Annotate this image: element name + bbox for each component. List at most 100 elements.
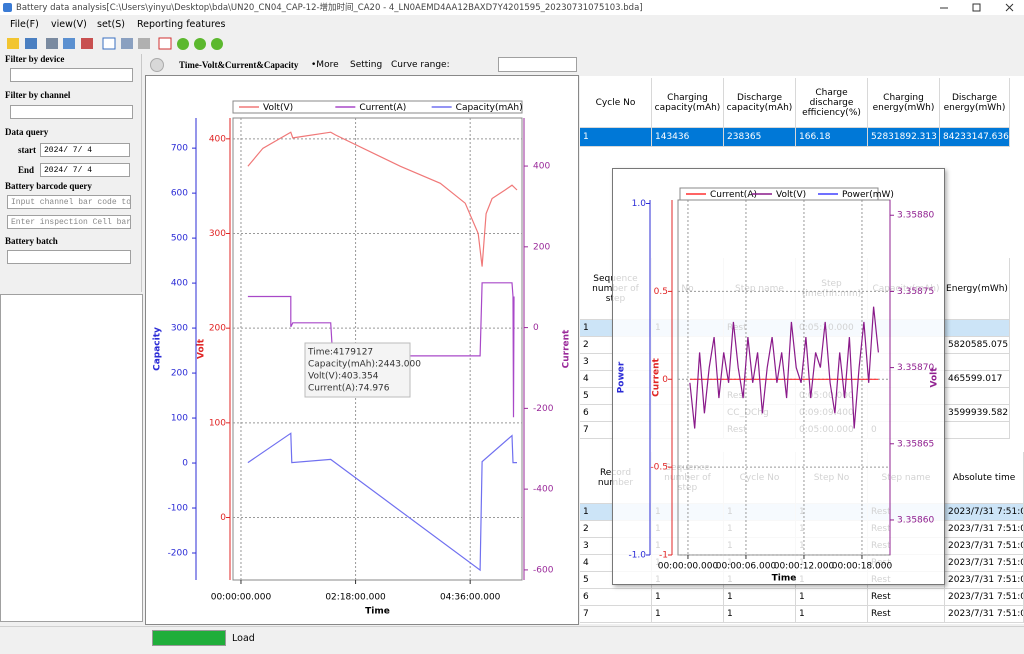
channel-barcode-input[interactable]: Input channel bar code to qu — [7, 195, 131, 209]
y-tick-label: 400 — [533, 162, 550, 172]
batch-input[interactable] — [7, 250, 131, 264]
table-cell[interactable] — [945, 422, 1010, 439]
table-cell[interactable] — [945, 388, 1010, 405]
y-tick-label: 300 — [171, 324, 188, 334]
tool-open[interactable] — [7, 38, 19, 49]
x-tick-label: 00:00:00.000 — [658, 562, 719, 572]
start-date[interactable]: 2024/ 7/ 4 — [40, 143, 130, 157]
axis-title: Current — [562, 329, 572, 368]
y-tick-label: 100 — [209, 418, 226, 428]
tool-chart[interactable] — [102, 37, 116, 50]
window-title: Battery data analysis[C:\Users\yinyu\Des… — [16, 3, 643, 13]
tool-edit[interactable] — [25, 38, 37, 49]
tool-device[interactable] — [46, 38, 58, 49]
table-cell[interactable]: 1 — [580, 128, 652, 147]
y-tick-label: -400 — [533, 485, 554, 495]
back-button[interactable] — [150, 58, 164, 72]
maximize[interactable] — [972, 3, 981, 12]
series-line — [247, 432, 517, 572]
table-cell[interactable]: 52831892.313 — [868, 128, 940, 147]
legend-label: Current(A) — [710, 190, 757, 200]
tool-go1[interactable] — [177, 38, 189, 50]
x-tick-label: 00:00:06.000 — [716, 562, 777, 572]
table-cell[interactable] — [945, 354, 1010, 371]
curve-range-combo[interactable] — [498, 57, 577, 72]
tooltip-line: Volt(V):403.354 — [308, 372, 379, 382]
y-tick-label: -1.0 — [628, 551, 646, 561]
device-combo[interactable] — [10, 68, 133, 82]
x-tick-label: 02:18:00.000 — [325, 593, 386, 603]
legend-label: Capacity(mAh) — [456, 103, 523, 113]
label: Data query — [5, 127, 49, 137]
table-cell[interactable]: 166.18 — [796, 128, 868, 147]
tool-go3[interactable] — [211, 38, 223, 50]
legend-label: Power(mW) — [842, 190, 894, 200]
axis-title: Volt — [930, 367, 940, 388]
table-cell[interactable] — [945, 320, 1010, 337]
menu-bar: File(F) view(V) set(S) Reporting features — [0, 15, 1024, 33]
table-cell[interactable]: 3599939.582 — [945, 405, 1010, 422]
menu-item[interactable]: Reporting features — [137, 19, 226, 30]
y-tick-label: 3.35875 — [897, 287, 934, 297]
axis-title: Capacity — [153, 327, 163, 371]
menu-item[interactable]: File(F) — [10, 19, 39, 30]
tool-go2[interactable] — [194, 38, 206, 50]
table-cell[interactable]: 1 — [724, 606, 796, 623]
menu-item[interactable]: view(V) — [51, 19, 87, 30]
y-tick-label: 400 — [171, 279, 188, 289]
close[interactable] — [1005, 3, 1014, 12]
y-tick-label: -200 — [168, 549, 189, 559]
y-tick-label: 3.35880 — [897, 211, 934, 221]
table-cell[interactable]: 143436 — [652, 128, 724, 147]
label: Battery batch — [5, 236, 58, 246]
menu-item[interactable]: set(S) — [97, 19, 125, 30]
table-cell[interactable]: 1 — [724, 589, 796, 606]
table-cell[interactable]: 1 — [796, 589, 868, 606]
tool-table[interactable] — [121, 38, 133, 49]
table-cell[interactable]: 84233147.636 — [940, 128, 1010, 147]
y-tick-label: 500 — [171, 234, 188, 244]
table-cell[interactable]: Rest — [868, 589, 945, 606]
x-tick-label: 04:36:00.000 — [440, 593, 501, 603]
legend-label: Volt(V) — [263, 103, 293, 113]
y-tick-label: 0 — [533, 323, 539, 333]
tool-print[interactable] — [138, 38, 150, 49]
series-line — [247, 131, 518, 267]
progress-bar — [152, 630, 226, 646]
table-cell[interactable]: 1 — [652, 606, 724, 623]
table-cell[interactable]: 465599.017 — [945, 371, 1010, 388]
table-cell[interactable]: 238365 — [724, 128, 796, 147]
table-header: Charge discharge efficiency(%) — [796, 78, 868, 128]
y-tick-label: 200 — [171, 369, 188, 379]
table-header: Charging energy(mWh) — [868, 78, 940, 128]
table-cell[interactable]: 6 — [580, 589, 652, 606]
y-tick-label: 700 — [171, 144, 188, 154]
table-cell[interactable]: 1 — [796, 606, 868, 623]
table-cell[interactable]: 5820585.075 — [945, 337, 1010, 354]
axis-title: Current — [652, 357, 662, 396]
x-tick-label: 00:00:12.000 — [774, 562, 835, 572]
title-bar: Battery data analysis[C:\Users\yinyu\Des… — [0, 0, 1024, 15]
tool-stop[interactable] — [158, 37, 172, 50]
cell-barcode-input[interactable]: Enter inspection Cell bar co — [7, 215, 131, 229]
window-controls[interactable] — [930, 0, 1024, 15]
channel-combo[interactable] — [10, 105, 133, 119]
label: start — [18, 145, 36, 155]
end-date[interactable]: 2024/ 7/ 4 — [40, 163, 130, 177]
table-cell[interactable]: 1 — [652, 589, 724, 606]
table-cell[interactable]: 7 — [580, 606, 652, 623]
plot-area — [232, 117, 523, 581]
sidebar: Filter by device Filter by channel Data … — [0, 54, 142, 292]
tooltip-line: Time:4179127 — [307, 348, 373, 358]
setting-button[interactable]: Setting — [350, 60, 383, 70]
more-button[interactable]: •More — [311, 60, 339, 70]
y-tick-label: 400 — [209, 134, 226, 144]
status-bar: Load — [0, 626, 1024, 654]
tool-search[interactable] — [63, 38, 75, 49]
tool-export[interactable] — [81, 38, 93, 49]
y-tick-label: -200 — [533, 404, 554, 414]
y-tick-label: -600 — [533, 565, 554, 575]
table-cell[interactable]: Rest — [868, 606, 945, 623]
view-name[interactable]: Time-Volt&Current&Capacity — [179, 60, 299, 70]
